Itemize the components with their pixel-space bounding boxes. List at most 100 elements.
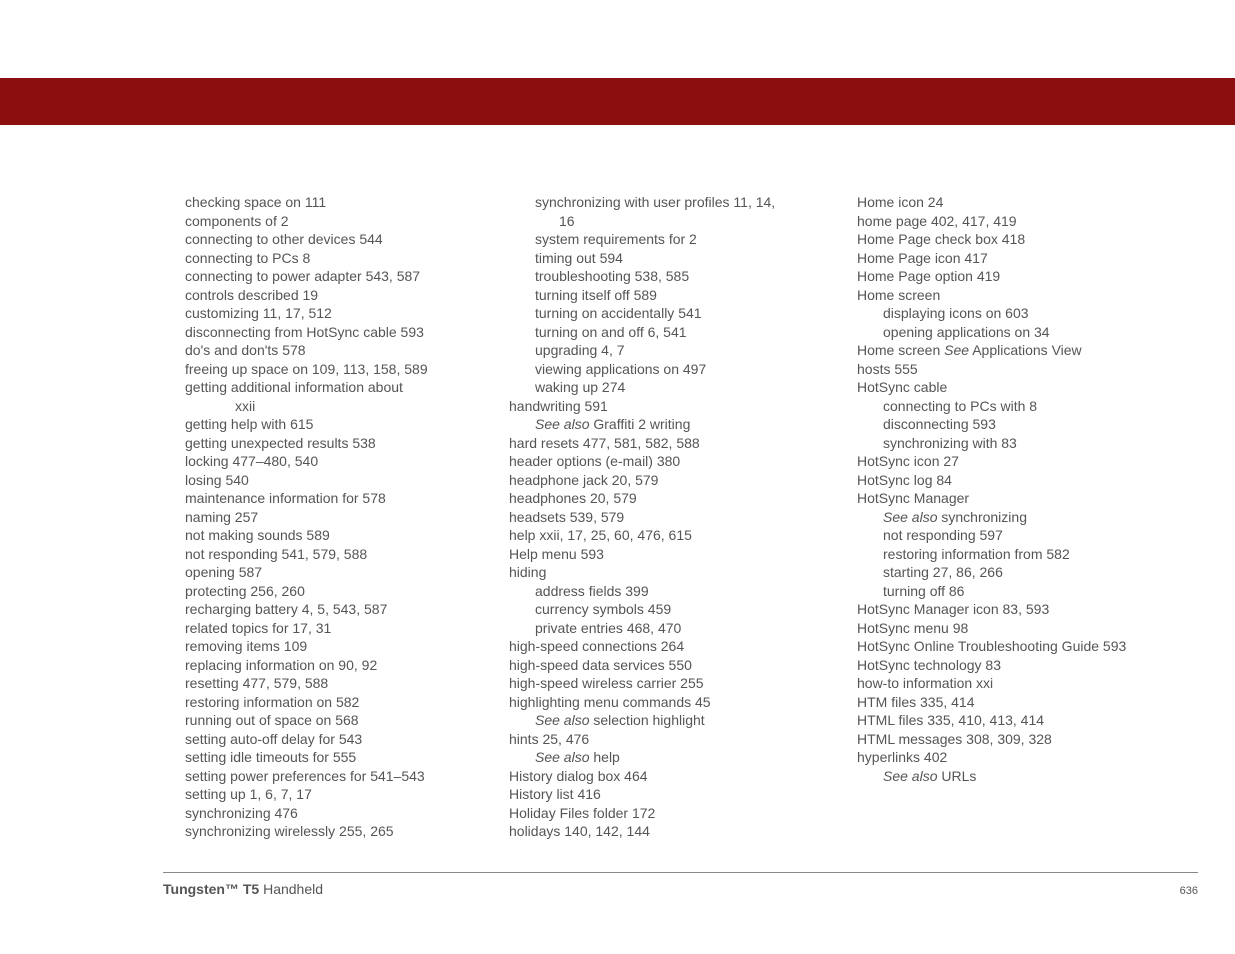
index-entry: synchronizing with 83 [857, 434, 1197, 453]
index-entry: HTML files 335, 410, 413, 414 [857, 711, 1197, 730]
index-entry: turning on and off 6, 541 [509, 323, 857, 342]
index-entry: viewing applications on 497 [509, 360, 857, 379]
index-entry: removing items 109 [185, 637, 509, 656]
index-entry: do's and don'ts 578 [185, 341, 509, 360]
index-entry: 16 [509, 212, 857, 231]
index-entry: turning on accidentally 541 [509, 304, 857, 323]
index-entry: disconnecting 593 [857, 415, 1197, 434]
index-entry: troubleshooting 538, 585 [509, 267, 857, 286]
index-entry: recharging battery 4, 5, 543, 587 [185, 600, 509, 619]
index-entry: not responding 541, 579, 588 [185, 545, 509, 564]
index-entry: Home Page icon 417 [857, 249, 1197, 268]
index-entry: opening 587 [185, 563, 509, 582]
index-entry: connecting to power adapter 543, 587 [185, 267, 509, 286]
index-entry: connecting to PCs 8 [185, 249, 509, 268]
index-entry: HotSync technology 83 [857, 656, 1197, 675]
index-entry: headsets 539, 579 [509, 508, 857, 527]
index-entry: naming 257 [185, 508, 509, 527]
index-entry: HotSync Manager [857, 489, 1197, 508]
index-entry: Home Page option 419 [857, 267, 1197, 286]
index-entry: highlighting menu commands 45 [509, 693, 857, 712]
index-entry: connecting to PCs with 8 [857, 397, 1197, 416]
see-also-label: See also [535, 749, 589, 765]
footer-product-rest: Handheld [259, 881, 323, 897]
index-entry: Home icon 24 [857, 193, 1197, 212]
index-entry: synchronizing wirelessly 255, 265 [185, 822, 509, 841]
footer-product: Tungsten™ T5 Handheld [163, 881, 323, 897]
index-entry: xxii [185, 397, 509, 416]
index-entry: See also help [509, 748, 857, 767]
index-entry: restoring information from 582 [857, 545, 1197, 564]
index-entry: HTML messages 308, 309, 328 [857, 730, 1197, 749]
see-also-target: selection highlight [589, 712, 704, 728]
index-column-2: synchronizing with user profiles 11, 14,… [509, 193, 857, 841]
index-entry: setting idle timeouts for 555 [185, 748, 509, 767]
index-column-3: Home icon 24home page 402, 417, 419Home … [857, 193, 1197, 841]
index-entry: Help menu 593 [509, 545, 857, 564]
index-entry: HotSync log 84 [857, 471, 1197, 490]
index-entry: See also selection highlight [509, 711, 857, 730]
index-entry: synchronizing with user profiles 11, 14, [509, 193, 857, 212]
index-entry: private entries 468, 470 [509, 619, 857, 638]
index-entry: timing out 594 [509, 249, 857, 268]
index-entry: Holiday Files folder 172 [509, 804, 857, 823]
index-entry: disconnecting from HotSync cable 593 [185, 323, 509, 342]
index-entry: not responding 597 [857, 526, 1197, 545]
index-entry: See also URLs [857, 767, 1197, 786]
index-entry: HotSync cable [857, 378, 1197, 397]
index-entry: Home screen See Applications View [857, 341, 1197, 360]
index-entry: freeing up space on 109, 113, 158, 589 [185, 360, 509, 379]
index-entry: HotSync menu 98 [857, 619, 1197, 638]
see-label: See [944, 342, 969, 358]
index-entry: HTM files 335, 414 [857, 693, 1197, 712]
index-entry: Home screen [857, 286, 1197, 305]
index-entry: headphone jack 20, 579 [509, 471, 857, 490]
index-entry: History dialog box 464 [509, 767, 857, 786]
index-entry: address fields 399 [509, 582, 857, 601]
index-entry: running out of space on 568 [185, 711, 509, 730]
index-entry: hosts 555 [857, 360, 1197, 379]
index-entry: losing 540 [185, 471, 509, 490]
see-also-label: See also [883, 768, 937, 784]
index-entry-lead: Home screen [857, 342, 944, 358]
see-also-target: synchronizing [937, 509, 1027, 525]
index-entry: help xxii, 17, 25, 60, 476, 615 [509, 526, 857, 545]
index-entry: setting auto-off delay for 543 [185, 730, 509, 749]
index-entry: HotSync Online Troubleshooting Guide 593 [857, 637, 1197, 656]
index-entry: upgrading 4, 7 [509, 341, 857, 360]
index-entry: protecting 256, 260 [185, 582, 509, 601]
index-entry: hyperlinks 402 [857, 748, 1197, 767]
index-entry: getting unexpected results 538 [185, 434, 509, 453]
index-entry: how-to information xxi [857, 674, 1197, 693]
index-entry: high-speed connections 264 [509, 637, 857, 656]
index-entry: replacing information on 90, 92 [185, 656, 509, 675]
index-entry: header options (e-mail) 380 [509, 452, 857, 471]
index-entry: See also synchronizing [857, 508, 1197, 527]
index-entry: setting power preferences for 541–543 [185, 767, 509, 786]
header-bar [0, 78, 1235, 125]
index-entry: waking up 274 [509, 378, 857, 397]
index-entry: See also Graffiti 2 writing [509, 415, 857, 434]
footer-page-number: 636 [1180, 885, 1198, 897]
index-entry: headphones 20, 579 [509, 489, 857, 508]
index-column-1: checking space on 111components of 2conn… [185, 193, 509, 841]
index-entry: locking 477–480, 540 [185, 452, 509, 471]
index-entry: not making sounds 589 [185, 526, 509, 545]
index-entry: turning itself off 589 [509, 286, 857, 305]
index-entry: opening applications on 34 [857, 323, 1197, 342]
see-also-label: See also [535, 416, 589, 432]
index-entry: resetting 477, 579, 588 [185, 674, 509, 693]
index-entry: getting additional information about [185, 378, 509, 397]
see-also-label: See also [883, 509, 937, 525]
index-entry: controls described 19 [185, 286, 509, 305]
index-entry: getting help with 615 [185, 415, 509, 434]
index-entry: connecting to other devices 544 [185, 230, 509, 249]
index-entry: holidays 140, 142, 144 [509, 822, 857, 841]
index-entry: HotSync icon 27 [857, 452, 1197, 471]
index-entry: displaying icons on 603 [857, 304, 1197, 323]
index-content: checking space on 111components of 2conn… [185, 193, 1205, 841]
index-entry: Home Page check box 418 [857, 230, 1197, 249]
footer-product-bold: Tungsten™ T5 [163, 881, 259, 897]
index-entry: maintenance information for 578 [185, 489, 509, 508]
index-entry: components of 2 [185, 212, 509, 231]
